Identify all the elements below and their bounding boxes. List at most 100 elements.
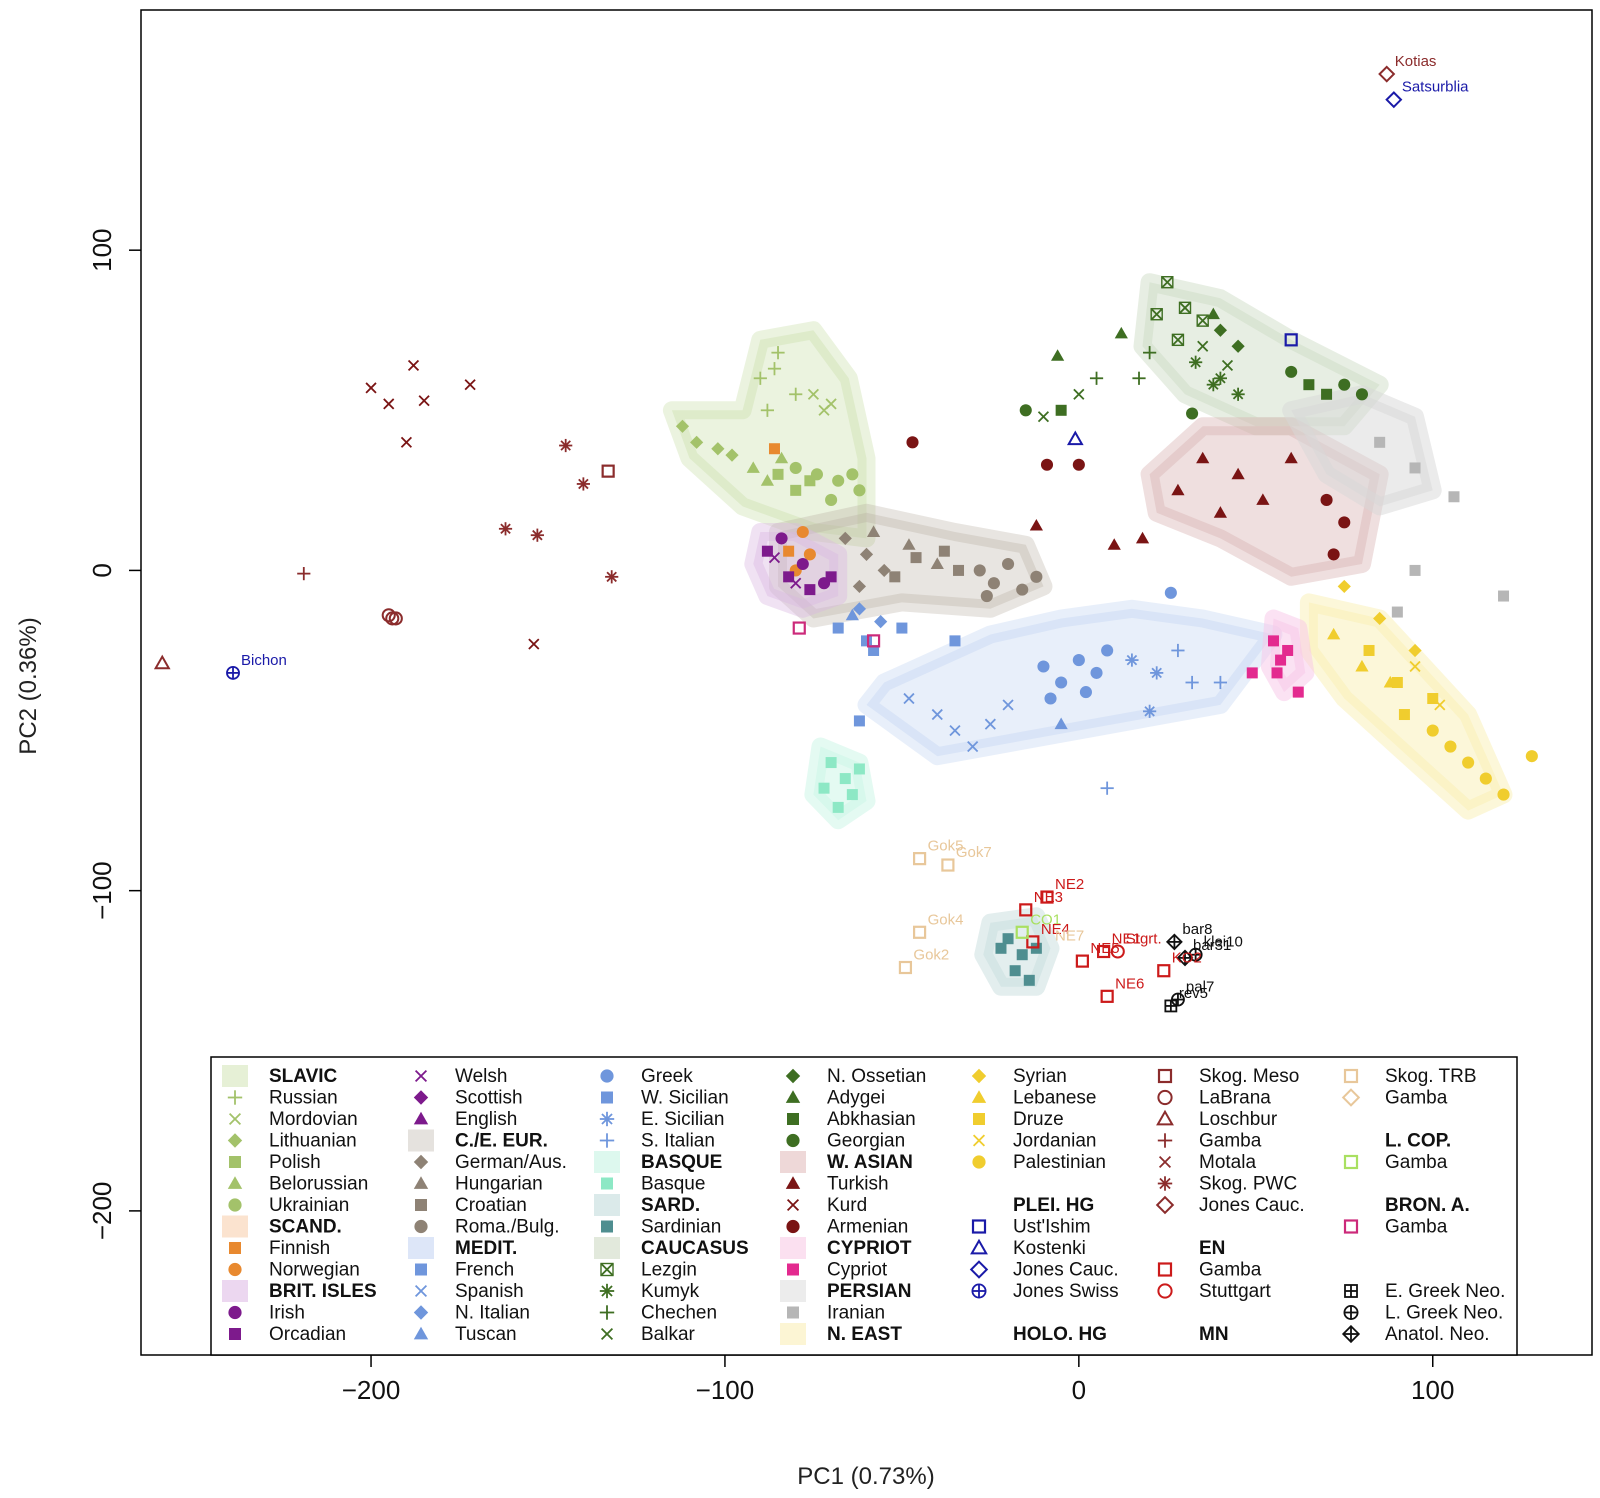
data-point — [832, 622, 844, 634]
legend-marker — [787, 1306, 799, 1319]
data-point — [1075, 954, 1089, 968]
legend-marker — [414, 1069, 428, 1083]
series-gamba-en — [1019, 890, 1171, 1003]
data-point — [1015, 925, 1029, 939]
legend-label: E. Greek Neo. — [1385, 1281, 1505, 1302]
legend-marker — [600, 1327, 614, 1341]
legend-label: SCAND. — [269, 1217, 342, 1238]
legend-label: Iranian — [827, 1303, 885, 1324]
annotation-gok2: Gok2 — [913, 947, 949, 964]
data-point — [1051, 349, 1065, 361]
data-point — [775, 532, 788, 545]
data-point — [1398, 709, 1410, 721]
legend-marker — [599, 1305, 615, 1320]
data-point — [984, 718, 996, 730]
legend-marker — [594, 1194, 620, 1216]
data-point — [1196, 451, 1210, 464]
legend-item-balkar: Balkar — [600, 1324, 696, 1345]
legend-label: Stuttgart — [1199, 1281, 1272, 1302]
data-point — [498, 522, 513, 536]
data-point — [407, 359, 420, 372]
legend-marker — [971, 1219, 987, 1234]
legend-marker — [413, 1154, 429, 1170]
annotation-bichon: Bichon — [241, 652, 287, 669]
annotation-pal7: pal7 — [1186, 979, 1214, 996]
legend-item-w-asian: W. ASIAN — [780, 1151, 913, 1173]
series-l-cop-gamba — [1015, 925, 1029, 939]
data-point — [1040, 890, 1054, 904]
legend-item-lebanese: Lebanese — [971, 1088, 1096, 1109]
cluster-n-east — [1299, 593, 1513, 820]
legend-item-gamba: Gamba — [1157, 1131, 1262, 1152]
data-point — [1066, 430, 1084, 446]
legend-item-kostenki: Kostenki — [970, 1238, 1086, 1259]
data-point — [792, 621, 806, 635]
series-hungarian — [866, 525, 944, 569]
legend-item-holo-hg: HOLO. HG — [1013, 1324, 1107, 1345]
data-point — [746, 461, 760, 473]
legend-marker — [599, 1283, 615, 1299]
data-point — [768, 552, 781, 564]
data-point — [418, 395, 430, 407]
annotation-ne1: NE1 — [1112, 931, 1141, 948]
series-jones-swiss — [226, 665, 240, 680]
data-point — [559, 438, 573, 453]
data-point — [852, 602, 867, 616]
data-point — [995, 942, 1007, 954]
legend-label: C./E. EUR. — [455, 1131, 548, 1152]
legend-label: EN — [1199, 1238, 1225, 1259]
data-point — [912, 925, 927, 939]
data-point — [760, 474, 775, 486]
legend-label: Sardinian — [641, 1217, 721, 1238]
legend-marker — [969, 1260, 989, 1279]
legend-label: Russian — [269, 1088, 338, 1109]
data-point — [796, 557, 809, 571]
data-point — [1303, 379, 1315, 391]
data-point — [912, 852, 927, 866]
legend-marker — [1343, 1219, 1359, 1234]
series-e-sicilian — [1125, 653, 1164, 718]
data-point — [383, 398, 395, 410]
data-point — [898, 960, 913, 975]
legend-marker — [972, 1134, 986, 1147]
legend-item-spanish: Spanish — [414, 1281, 524, 1302]
data-point — [1185, 675, 1199, 690]
legend-label: Kumyk — [641, 1281, 700, 1302]
data-point — [949, 724, 961, 737]
data-point — [760, 403, 775, 417]
legend-marker — [413, 1090, 429, 1105]
data-point — [1427, 693, 1439, 705]
legend-marker — [1155, 1195, 1175, 1215]
annotation-gok4: Gok4 — [928, 911, 964, 928]
legend-marker — [1157, 1089, 1173, 1106]
data-point — [845, 608, 859, 621]
data-point — [804, 475, 816, 487]
legend-marker — [413, 1176, 429, 1189]
legend-marker — [1341, 1324, 1361, 1344]
legend-item-irish: Irish — [228, 1303, 305, 1324]
data-point — [1090, 666, 1103, 679]
legend-item-scottish: Scottish — [413, 1088, 523, 1109]
legend-label: Georgian — [827, 1131, 905, 1152]
data-point — [1282, 644, 1294, 656]
data-point — [771, 346, 785, 360]
data-point — [931, 708, 943, 721]
data-point — [910, 552, 922, 564]
legend-marker — [1344, 1284, 1358, 1298]
data-point — [1284, 451, 1298, 464]
legend-label: CAUCASUS — [641, 1238, 749, 1259]
data-point — [846, 789, 858, 801]
legend-marker — [599, 1111, 615, 1127]
legend-label: Turkish — [827, 1174, 889, 1195]
legend-marker — [786, 1219, 800, 1234]
data-point — [1292, 686, 1304, 698]
data-point — [1002, 699, 1014, 711]
legend-item-basque: BASQUE — [594, 1151, 722, 1173]
legend-item-orcadian: Orcadian — [229, 1324, 346, 1345]
data-point — [949, 635, 961, 647]
data-point — [1213, 506, 1228, 518]
data-point — [1040, 458, 1054, 471]
series-jordanian — [1409, 660, 1446, 711]
legend-label: BRIT. ISLES — [269, 1281, 377, 1302]
data-point — [818, 782, 830, 794]
